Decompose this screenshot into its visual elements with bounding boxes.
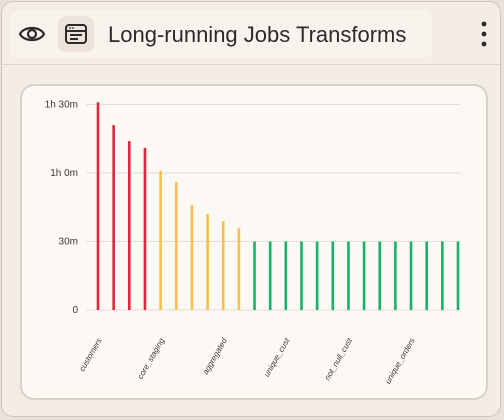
eye-icon[interactable] <box>14 16 50 52</box>
template-icon[interactable] <box>58 16 94 52</box>
x-tick-label: unique_orders <box>383 337 416 386</box>
card-header: Long-running Jobs Transforms <box>10 10 432 58</box>
y-tick-label: 30m <box>59 237 78 248</box>
x-tick-label: customers <box>77 337 103 373</box>
y-tick-label: 1h 0m <box>50 168 78 179</box>
x-tick-label: not_null_cust <box>323 336 355 382</box>
header-divider <box>2 64 500 65</box>
page-title: Long-running Jobs Transforms <box>108 22 407 47</box>
x-tick-label: aggregated <box>201 336 229 376</box>
x-tick-label: unique_cust <box>262 336 292 379</box>
y-tick-label: 1h 30m <box>45 100 78 111</box>
chart-panel: 0 30m 1h 0m 1h 30m customers core_staging aggr… <box>20 84 488 400</box>
kebab-menu-icon[interactable] <box>472 16 496 52</box>
bar-chart: 0 30m 1h 0m 1h 30m customers core_staging aggr… <box>45 100 460 386</box>
y-tick-label: 0 <box>72 305 78 316</box>
x-tick-label: core_staging <box>136 336 167 381</box>
